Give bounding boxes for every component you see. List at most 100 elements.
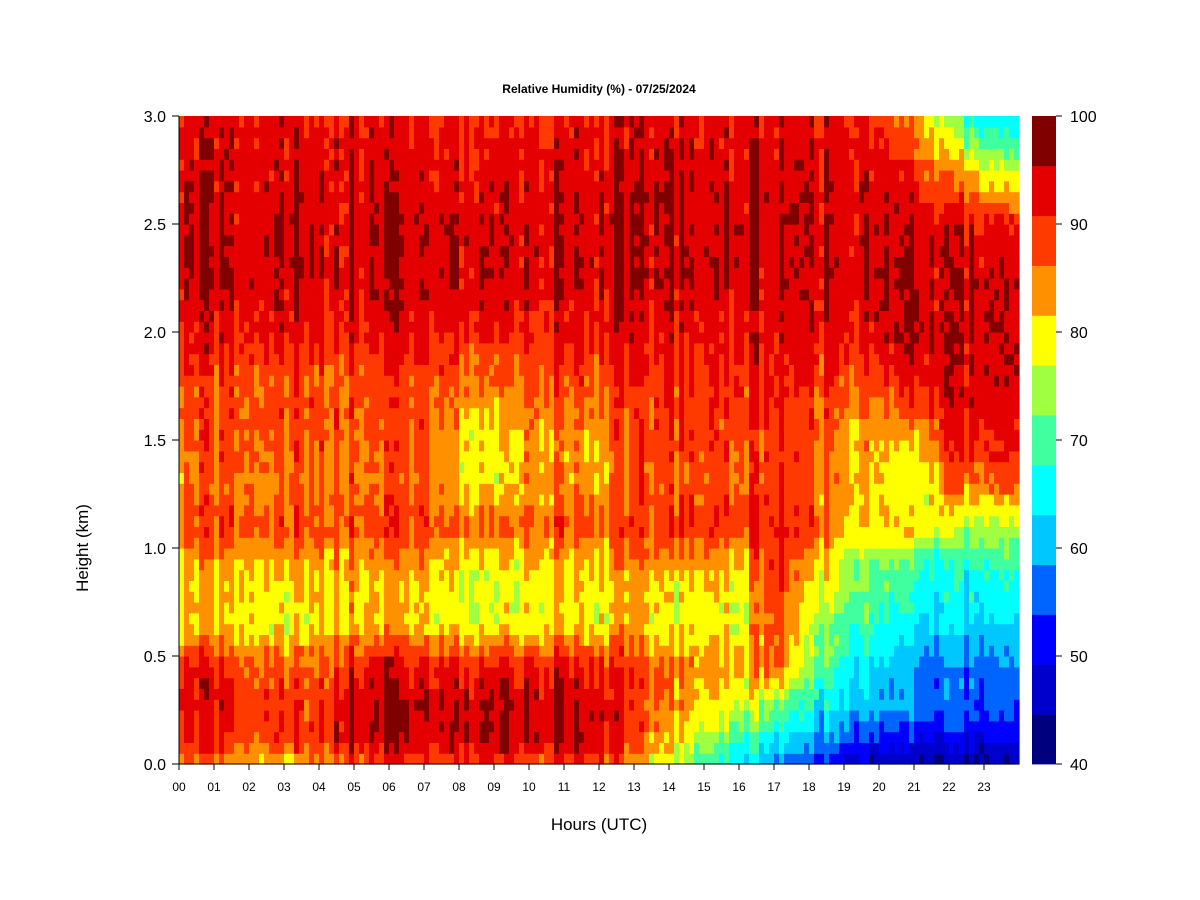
heatmap-cell bbox=[204, 170, 210, 182]
heatmap-cell bbox=[349, 558, 355, 571]
heatmap-cell bbox=[309, 504, 315, 517]
heatmap-cell bbox=[359, 645, 365, 657]
heatmap-cell bbox=[224, 429, 230, 441]
heatmap-cell bbox=[194, 742, 200, 754]
heatmap-cell bbox=[454, 677, 460, 689]
heatmap-cell bbox=[474, 234, 480, 247]
heatmap-cell bbox=[594, 591, 600, 603]
heatmap-cell bbox=[419, 386, 425, 398]
heatmap-cell bbox=[304, 612, 310, 625]
heatmap-cell bbox=[379, 191, 385, 203]
heatmap-cell bbox=[274, 407, 280, 419]
heatmap-cell bbox=[294, 440, 300, 452]
heatmap-cell bbox=[219, 278, 225, 290]
heatmap-cell bbox=[204, 224, 210, 236]
heatmap-cell bbox=[299, 429, 305, 441]
heatmap-cell bbox=[324, 191, 330, 203]
heatmap-cell bbox=[579, 483, 585, 495]
heatmap-cell bbox=[234, 483, 240, 495]
heatmap-cell bbox=[494, 515, 500, 527]
heatmap-cell bbox=[424, 396, 430, 409]
heatmap-cell bbox=[434, 159, 440, 171]
heatmap-cell bbox=[559, 731, 565, 743]
heatmap-cell bbox=[429, 364, 435, 376]
heatmap-cell bbox=[259, 450, 265, 463]
heatmap-cell bbox=[509, 699, 515, 711]
heatmap-cell bbox=[259, 710, 265, 722]
heatmap-cell bbox=[274, 440, 280, 452]
heatmap-cell bbox=[374, 645, 380, 657]
heatmap-cell bbox=[409, 494, 415, 506]
heatmap-cell bbox=[494, 699, 500, 711]
heatmap-cell bbox=[424, 288, 430, 301]
heatmap-cell bbox=[509, 720, 515, 733]
heatmap-cell bbox=[204, 126, 210, 139]
heatmap-cell bbox=[209, 537, 215, 549]
heatmap-cell bbox=[369, 710, 375, 722]
heatmap-cell bbox=[294, 656, 300, 668]
heatmap-cell bbox=[274, 159, 280, 171]
heatmap-cell bbox=[279, 569, 285, 581]
heatmap-cell bbox=[484, 256, 490, 268]
heatmap-cell bbox=[324, 742, 330, 754]
heatmap-cell bbox=[374, 548, 380, 560]
heatmap-cell bbox=[254, 677, 260, 689]
heatmap-cell bbox=[499, 342, 505, 355]
heatmap-cell bbox=[554, 450, 560, 463]
heatmap-cell bbox=[184, 256, 190, 268]
heatmap-cell bbox=[329, 742, 335, 754]
heatmap-cell bbox=[179, 742, 185, 754]
heatmap-cell bbox=[384, 602, 390, 614]
heatmap-cell bbox=[489, 677, 495, 689]
heatmap-cell bbox=[239, 332, 245, 344]
heatmap-cell bbox=[284, 688, 290, 700]
heatmap-cell bbox=[274, 677, 280, 689]
heatmap-cell bbox=[334, 699, 340, 711]
heatmap-cell bbox=[464, 710, 470, 722]
heatmap-cell bbox=[179, 483, 185, 495]
heatmap-cell bbox=[319, 148, 325, 160]
heatmap-cell bbox=[309, 450, 315, 463]
heatmap-cell bbox=[204, 116, 210, 128]
heatmap-cell bbox=[199, 720, 205, 733]
heatmap-cell bbox=[229, 634, 235, 646]
heatmap-cell bbox=[354, 634, 360, 646]
heatmap-cell bbox=[274, 699, 280, 711]
heatmap-cell bbox=[439, 483, 445, 495]
heatmap-cell bbox=[469, 558, 475, 571]
heatmap-cell bbox=[184, 548, 190, 560]
heatmap-cell bbox=[534, 407, 540, 419]
heatmap-cell bbox=[439, 623, 445, 635]
heatmap-cell bbox=[264, 645, 270, 657]
heatmap-cell bbox=[559, 656, 565, 668]
heatmap-cell bbox=[544, 699, 550, 711]
heatmap-cell bbox=[424, 116, 430, 128]
heatmap-cell bbox=[454, 483, 460, 495]
heatmap-cell bbox=[234, 688, 240, 700]
heatmap-cell bbox=[384, 407, 390, 419]
heatmap-cell bbox=[239, 180, 245, 193]
heatmap-cell bbox=[369, 483, 375, 495]
heatmap-cell bbox=[379, 731, 385, 743]
heatmap-cell bbox=[224, 472, 230, 484]
heatmap-cell bbox=[329, 591, 335, 603]
heatmap-cell bbox=[254, 137, 260, 149]
heatmap-cell bbox=[269, 710, 275, 722]
heatmap-cell bbox=[464, 656, 470, 668]
heatmap-cell bbox=[554, 677, 560, 689]
heatmap-cell bbox=[584, 612, 590, 625]
heatmap-cell bbox=[314, 645, 320, 657]
heatmap-cell bbox=[479, 753, 485, 765]
heatmap-cell bbox=[334, 580, 340, 592]
heatmap-cell bbox=[464, 342, 470, 355]
heatmap-cell bbox=[444, 440, 450, 452]
heatmap-cell bbox=[244, 126, 250, 139]
heatmap-cell bbox=[559, 504, 565, 517]
heatmap-cell bbox=[499, 386, 505, 398]
heatmap-cell bbox=[549, 440, 555, 452]
heatmap-cell bbox=[539, 537, 545, 549]
heatmap-cell bbox=[309, 267, 315, 279]
heatmap-cell bbox=[179, 245, 185, 257]
heatmap-cell bbox=[284, 299, 290, 311]
heatmap-cell bbox=[334, 548, 340, 560]
